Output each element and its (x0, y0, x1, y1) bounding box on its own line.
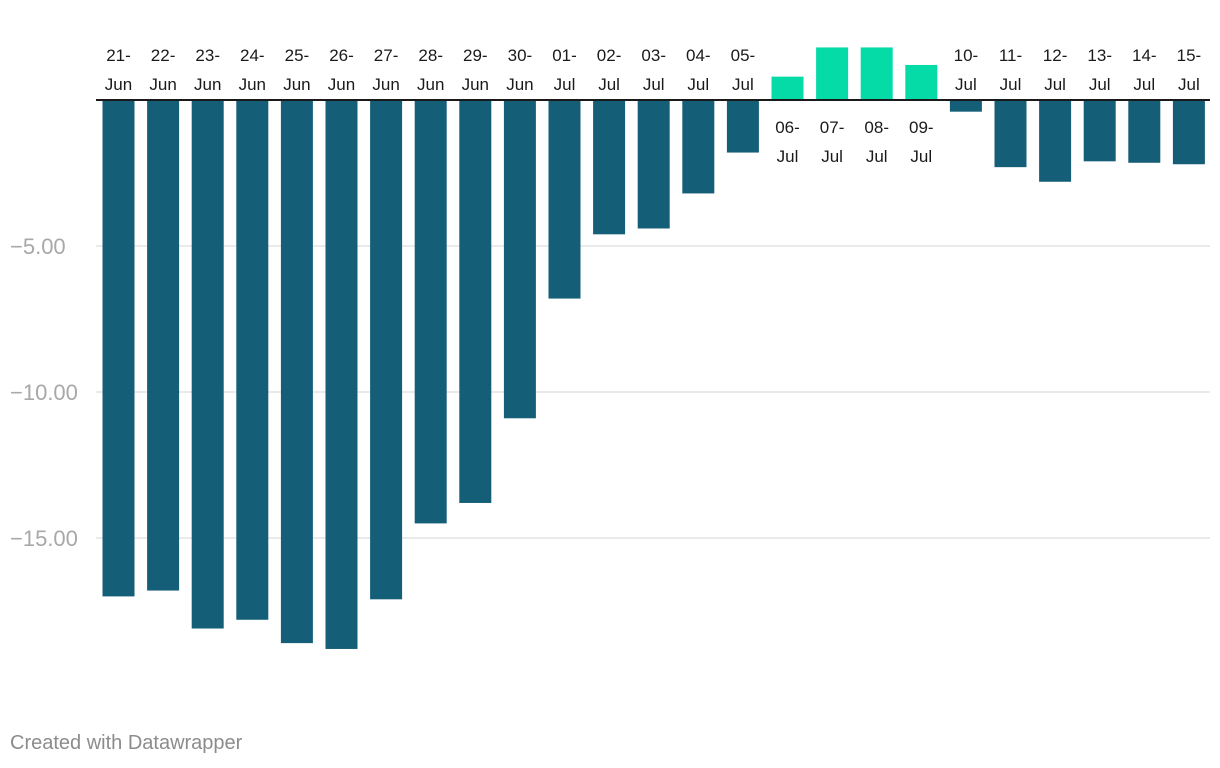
bar-02-jul (593, 100, 626, 235)
category-label: 23-Jun (194, 46, 221, 94)
category-label: 02-Jul (597, 46, 622, 94)
bar-15-jul (1172, 100, 1205, 165)
category-label: 12-Jul (1043, 46, 1068, 94)
category-label: 24-Jun (239, 46, 266, 94)
category-label: 11-Jul (999, 46, 1022, 94)
category-label: 01-Jul (552, 46, 577, 94)
bar-29-jun (459, 100, 492, 503)
bar-07-jul (816, 47, 849, 100)
category-label: 30-Jun (506, 46, 533, 94)
bar-10-jul (949, 100, 982, 112)
bar-27-jun (370, 100, 403, 600)
bar-24-jun (236, 100, 269, 620)
bar-chart: −5.00 −10.00 −15.00 21-Jun 22-Jun 23-Jun 24-J… (10, 46, 1210, 649)
bar-25-jun (280, 100, 313, 644)
category-label: 13-Jul (1087, 46, 1112, 94)
category-label: 05-Jul (731, 46, 756, 94)
bar-22-jun (147, 100, 180, 591)
y-tick-label: −10.00 (10, 380, 78, 405)
y-tick-label: −15.00 (10, 526, 78, 551)
category-label: 09-Jul (909, 118, 934, 166)
y-tick-label: −5.00 (10, 234, 66, 259)
bar-21-jun (102, 100, 135, 597)
category-label: 21-Jun (105, 46, 132, 94)
bars (102, 47, 1205, 649)
bar-23-jun (191, 100, 224, 629)
category-label: 10-Jul (954, 46, 979, 94)
category-label: 22-Jun (149, 46, 176, 94)
bar-03-jul (637, 100, 670, 229)
bar-04-jul (682, 100, 715, 194)
bar-28-jun (414, 100, 447, 524)
category-label: 25-Jun (283, 46, 310, 94)
category-label: 04-Jul (686, 46, 711, 94)
bar-08-jul (860, 47, 893, 100)
bar-06-jul (771, 76, 804, 100)
bar-26-jun (325, 100, 358, 649)
gridlines: −5.00 −10.00 −15.00 (10, 234, 1210, 551)
credit-text: Created with Datawrapper (10, 732, 243, 754)
bar-13-jul (1083, 100, 1116, 162)
category-label: 14-Jul (1132, 46, 1157, 94)
bar-11-jul (994, 100, 1027, 168)
bar-12-jul (1039, 100, 1072, 182)
bar-05-jul (726, 100, 759, 153)
category-label: 29-Jun (462, 46, 489, 94)
category-label: 08-Jul (864, 118, 889, 166)
bar-09-jul (905, 64, 938, 100)
category-label: 28-Jun (417, 46, 444, 94)
category-label: 07-Jul (820, 118, 845, 166)
category-labels: 21-Jun 22-Jun 23-Jun 24-Jun 25-Jun 26-Jun 27-J… (105, 46, 1201, 166)
category-label: 26-Jun (328, 46, 355, 94)
bar-14-jul (1128, 100, 1161, 163)
category-label: 15-Jul (1177, 46, 1202, 94)
bar-01-jul (548, 100, 581, 299)
category-label: 03-Jul (641, 46, 666, 94)
category-label: 27-Jun (372, 46, 399, 94)
category-label: 06-Jul (775, 118, 800, 166)
bar-30-jun (503, 100, 536, 419)
